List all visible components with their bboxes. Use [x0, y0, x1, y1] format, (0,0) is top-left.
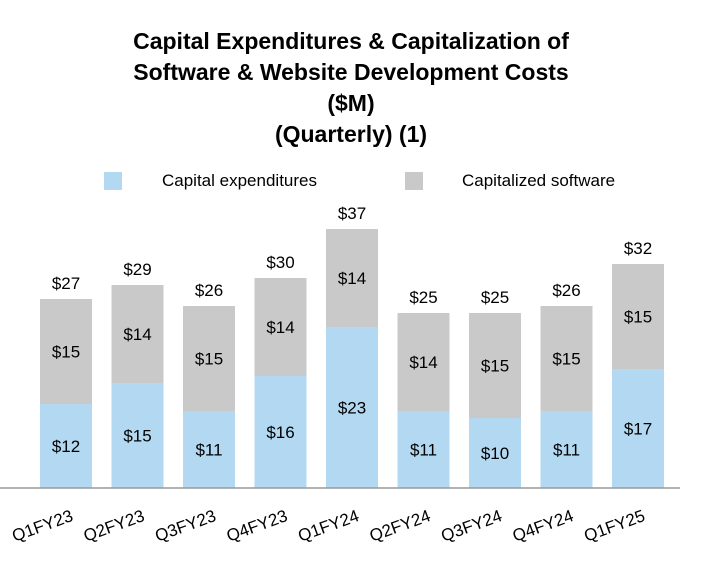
- data-label-software: $14: [266, 318, 294, 337]
- data-label-software: $15: [481, 357, 509, 376]
- legend-swatch-capex: [104, 172, 122, 190]
- data-label-software: $14: [123, 325, 151, 344]
- bar-capex: [397, 411, 450, 488]
- bar-software: [254, 278, 307, 376]
- data-label-total: $37: [338, 204, 366, 223]
- bar-software: [469, 313, 521, 418]
- data-label-capex: $23: [338, 399, 366, 418]
- data-label-capex: $12: [52, 437, 80, 456]
- title-line: (Quarterly) (1): [274, 121, 428, 147]
- bar-software: [540, 306, 593, 411]
- data-label-software: $15: [52, 343, 80, 362]
- legend-label-software: Capitalized software: [462, 171, 616, 190]
- x-tick-label: Q2FY23: [81, 506, 147, 546]
- data-label-total: $30: [266, 253, 294, 272]
- data-label-capex: $11: [553, 441, 580, 460]
- data-label-capex: $11: [410, 441, 437, 460]
- data-label-capex: $11: [195, 441, 222, 460]
- bar-software: [397, 313, 450, 411]
- data-label-total: $26: [195, 281, 223, 300]
- data-label-capex: $17: [624, 420, 652, 439]
- x-tick-label: Q1FY25: [581, 506, 647, 546]
- x-tick-label: Q1FY23: [9, 506, 75, 546]
- data-label-total: $32: [624, 239, 652, 258]
- bar-software: [612, 264, 664, 369]
- data-label-total: $25: [409, 288, 437, 307]
- title-line: Capital Expenditures & Capitalization of: [133, 28, 569, 54]
- bar-capex: [183, 411, 235, 488]
- data-label-software: $15: [624, 308, 652, 327]
- bar-capex: [254, 376, 307, 488]
- data-label-capex: $10: [481, 444, 509, 463]
- data-label-total: $29: [123, 260, 151, 279]
- bar-software: [111, 285, 164, 383]
- data-label-capex: $16: [266, 423, 294, 442]
- x-tick-label: Q3FY23: [152, 506, 218, 546]
- bar-capex: [612, 369, 664, 488]
- bar-software: [40, 299, 92, 404]
- x-tick-label: Q2FY24: [367, 506, 433, 546]
- data-label-total: $26: [552, 281, 580, 300]
- legend-item-software: Capitalized software: [405, 171, 615, 191]
- chart-legend: Capital expenditures Capitalized softwar…: [0, 171, 702, 193]
- bar-capex: [111, 383, 164, 488]
- data-label-total: $25: [481, 288, 509, 307]
- bar-software: [326, 229, 378, 327]
- data-label-software: $15: [195, 350, 223, 369]
- x-tick-label: Q4FY23: [224, 506, 290, 546]
- legend-label-capex: Capital expenditures: [162, 171, 317, 190]
- bar-software: [183, 306, 235, 411]
- data-label-software: $14: [338, 269, 366, 288]
- x-tick-label: Q3FY24: [438, 506, 504, 546]
- legend-swatch-software: [405, 172, 423, 190]
- x-tick-label: Q4FY24: [510, 506, 576, 546]
- title-line: Software & Website Development Costs: [133, 59, 569, 85]
- bar-capex: [40, 404, 92, 488]
- bar-capex: [540, 411, 593, 488]
- title-line: ($M): [327, 90, 375, 116]
- data-label-software: $15: [552, 350, 580, 369]
- data-label-capex: $15: [123, 427, 151, 446]
- data-label-software: $14: [409, 353, 437, 372]
- bar-capex: [326, 327, 378, 488]
- legend-item-capex: Capital expenditures: [104, 171, 317, 191]
- bar-capex: [469, 418, 521, 488]
- chart-title: Capital Expenditures & Capitalization of…: [0, 26, 702, 150]
- x-tick-label: Q1FY24: [295, 506, 361, 546]
- data-label-total: $27: [52, 274, 80, 293]
